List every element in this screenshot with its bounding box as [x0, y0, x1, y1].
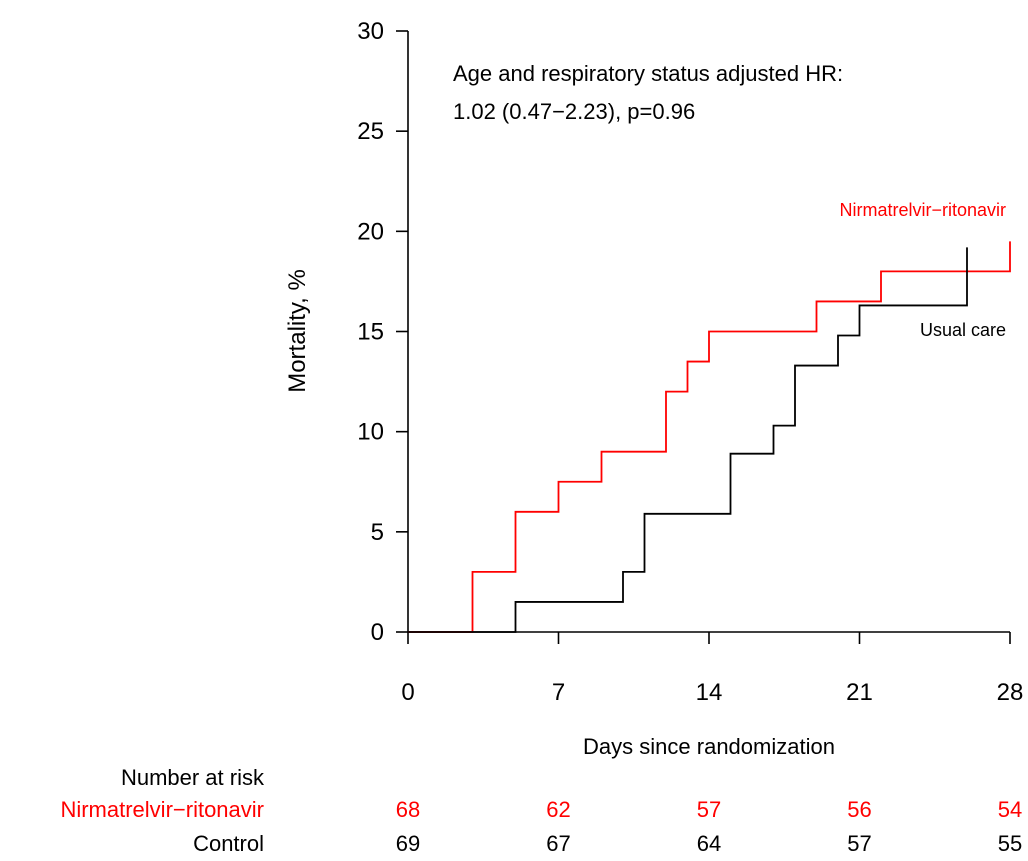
x-axis-label: Days since randomization — [583, 734, 835, 759]
y-tick-label: 30 — [357, 18, 384, 45]
y-tick-label: 5 — [371, 519, 384, 546]
risk-row-label: Nirmatrelvir−ritonavir — [60, 797, 264, 822]
km-curve-nirmatrelvir — [408, 241, 1011, 633]
risk-value: 57 — [697, 797, 721, 822]
risk-row-label: Control — [193, 831, 264, 856]
hr-annotation-line1: Age and respiratory status adjusted HR: — [453, 61, 843, 86]
risk-table-header: Number at risk — [121, 765, 265, 790]
x-tick-label: 7 — [552, 679, 565, 706]
risk-value: 64 — [697, 831, 721, 856]
x-tick-label: 28 — [997, 679, 1024, 706]
risk-value: 55 — [998, 831, 1022, 856]
y-tick-label: 25 — [357, 118, 384, 145]
series-label-nirmatrelvir: Nirmatrelvir−ritonavir — [839, 200, 1006, 220]
axes: 0 5 10 15 20 25 30 0 7 14 21 28 — [357, 18, 1023, 706]
x-tick-label: 21 — [846, 679, 873, 706]
y-tick-label: 10 — [357, 419, 384, 446]
y-tick-label: 0 — [371, 619, 384, 646]
risk-table: Number at risk Nirmatrelvir−ritonavir 68 6… — [60, 765, 1022, 856]
risk-value: 62 — [546, 797, 570, 822]
km-curve-usual-care — [408, 247, 968, 633]
y-axis-label: Mortality, % — [284, 269, 311, 393]
x-tick-label: 0 — [401, 679, 414, 706]
risk-value: 54 — [998, 797, 1022, 822]
y-tick-label: 20 — [357, 218, 384, 245]
x-tick-label: 14 — [696, 679, 723, 706]
risk-value: 57 — [847, 831, 871, 856]
risk-value: 67 — [546, 831, 570, 856]
series-label-usual-care: Usual care — [920, 320, 1006, 340]
hr-annotation-line2: 1.02 (0.47−2.23), p=0.96 — [453, 99, 695, 124]
labels: Age and respiratory status adjusted HR: … — [284, 61, 1006, 759]
y-tick-label: 15 — [357, 319, 384, 346]
curves — [408, 241, 1011, 633]
risk-value: 68 — [396, 797, 420, 822]
risk-value: 56 — [847, 797, 871, 822]
risk-value: 69 — [396, 831, 420, 856]
